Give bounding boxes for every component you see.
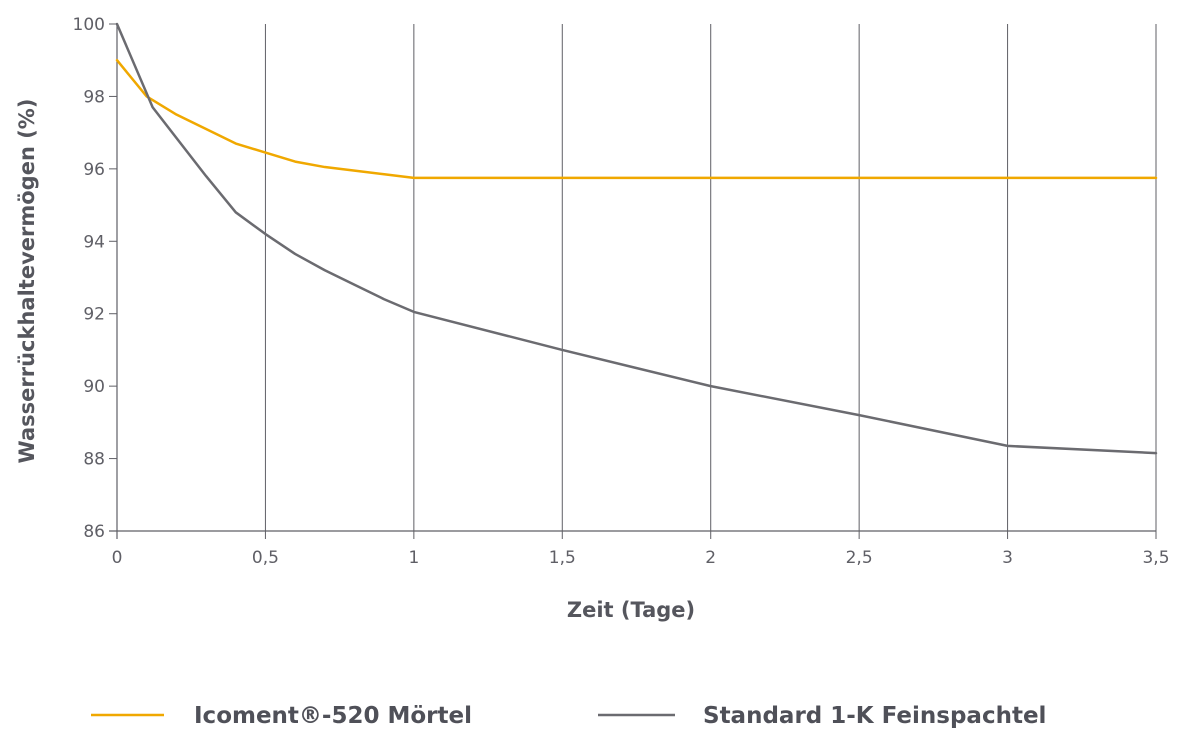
y-tick-label: 100	[73, 15, 105, 35]
series-line-standard	[115, 22, 1158, 455]
y-tick-label: 98	[83, 87, 105, 107]
legend: Icoment®-520 Mörtel Standard 1-K Feinspa…	[91, 703, 1046, 729]
y-tick-label: 88	[83, 450, 105, 470]
x-tick-label: 0	[112, 548, 123, 568]
y-tick-label: 96	[83, 160, 105, 180]
x-axis-title: Zeit (Tage)	[567, 598, 695, 622]
y-tick-label: 90	[83, 377, 105, 397]
y-tick-label: 86	[83, 522, 105, 542]
legend-item-icoment: Icoment®-520 Mörtel	[91, 703, 472, 729]
x-tick-label: 1	[408, 548, 419, 568]
y-tick-label: 94	[83, 232, 105, 252]
x-tick-label: 3	[1002, 548, 1013, 568]
legend-item-standard: Standard 1-K Feinspachtel	[598, 703, 1046, 729]
axis-layer	[109, 24, 1156, 539]
y-tick-label: 92	[83, 305, 105, 325]
x-tick-label: 0,5	[252, 548, 279, 568]
legend-label-icoment: Icoment®-520 Mörtel	[194, 703, 472, 729]
grid-layer	[264, 24, 1157, 539]
series-layer	[115, 22, 1158, 455]
y-axis-title: Wasserrückhaltevermögen (%)	[15, 99, 39, 464]
x-tick-label: 2	[705, 548, 716, 568]
tick-layer: 86 88 90 92 94 96 98 100 0 0,5 1 1,5 2 2,5 3 3,5	[73, 15, 1170, 568]
x-tick-label: 2,5	[846, 548, 873, 568]
x-tick-label: 1,5	[549, 548, 576, 568]
series-line-icoment	[115, 58, 1158, 180]
legend-label-standard: Standard 1-K Feinspachtel	[703, 703, 1046, 729]
x-tick-label: 3,5	[1142, 548, 1169, 568]
